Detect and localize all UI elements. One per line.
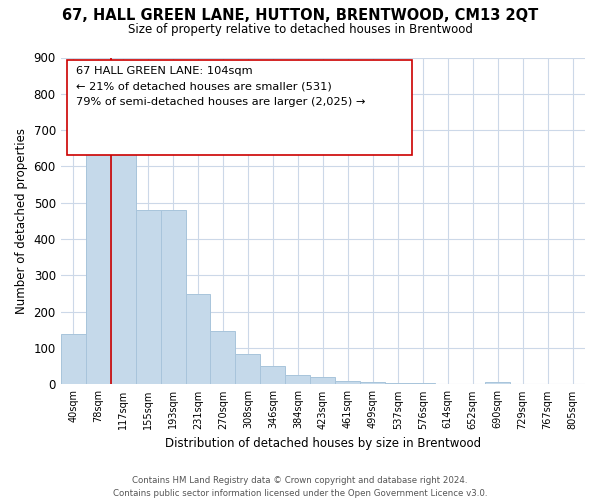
Bar: [485, 382, 510, 384]
Text: Size of property relative to detached houses in Brentwood: Size of property relative to detached ho…: [128, 22, 472, 36]
Bar: [235, 354, 260, 384]
Bar: [260, 366, 286, 384]
Bar: [61, 334, 86, 384]
Bar: [161, 210, 185, 384]
Bar: [86, 141, 110, 384]
Bar: [310, 377, 335, 384]
Bar: [136, 210, 161, 384]
Bar: [286, 376, 310, 384]
Bar: [360, 382, 385, 384]
Bar: [385, 382, 410, 384]
Bar: [211, 330, 235, 384]
X-axis label: Distribution of detached houses by size in Brentwood: Distribution of detached houses by size …: [165, 437, 481, 450]
Bar: [185, 294, 211, 384]
Text: 67, HALL GREEN LANE, HUTTON, BRENTWOOD, CM13 2QT: 67, HALL GREEN LANE, HUTTON, BRENTWOOD, …: [62, 8, 538, 22]
Text: 67 HALL GREEN LANE: 104sqm
← 21% of detached houses are smaller (531)
79% of sem: 67 HALL GREEN LANE: 104sqm ← 21% of deta…: [76, 66, 365, 107]
Bar: [335, 381, 360, 384]
Bar: [110, 132, 136, 384]
Text: Contains HM Land Registry data © Crown copyright and database right 2024.
Contai: Contains HM Land Registry data © Crown c…: [113, 476, 487, 498]
Y-axis label: Number of detached properties: Number of detached properties: [15, 128, 28, 314]
